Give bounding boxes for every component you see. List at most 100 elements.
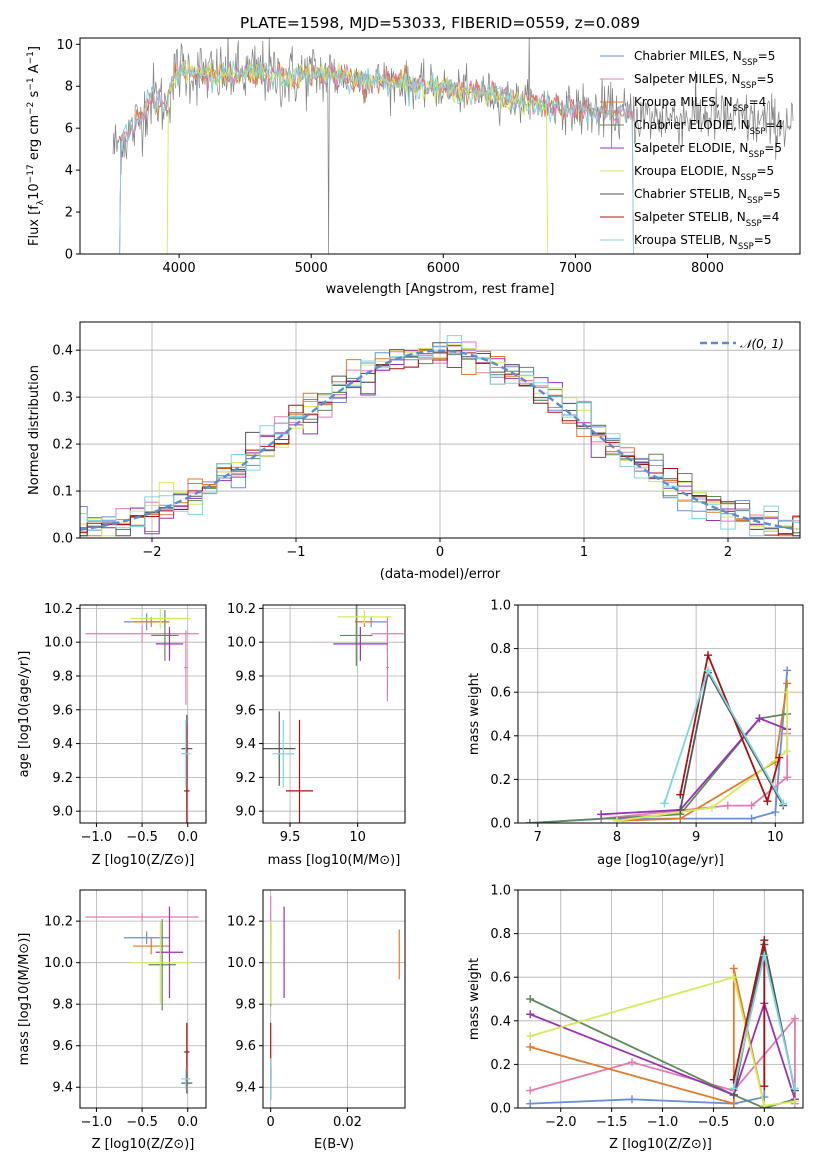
legend-label-count: =4 <box>766 118 784 132</box>
x-axis-label: E(B-V) <box>314 1137 354 1152</box>
y-tick-label: 1.0 <box>490 599 511 614</box>
mass-weight-marker <box>526 1042 535 1051</box>
mass-weight-marker <box>704 651 712 660</box>
x-axis-label: age [log10(age/yr)] <box>597 853 724 868</box>
x-tick-label: 0 <box>267 1115 275 1130</box>
legend-label: Chabrier ELODIE, NSSP=4 <box>634 118 783 137</box>
y-tick-label: 10 <box>56 38 73 53</box>
mass-weight-marker <box>704 666 712 675</box>
plot-area <box>525 651 792 823</box>
axes-frame <box>517 889 804 1109</box>
mass-weight-marker <box>783 679 792 688</box>
mass-weight-marker <box>790 1014 799 1023</box>
y-tick-label: 9.2 <box>235 771 256 786</box>
mass-weight-marker <box>790 1084 799 1093</box>
mass-weight-marker <box>723 801 732 810</box>
legend-label-name: Salpeter MILES, N <box>634 72 741 86</box>
mass-weight-marker <box>612 816 621 823</box>
mass-weight-line <box>616 692 789 822</box>
legend-label: Salpeter STELIB, NSSP=4 <box>634 210 779 229</box>
x-tick-label: 9.5 <box>280 830 301 845</box>
legend-label-count: =5 <box>763 187 781 201</box>
mass-weight-marker <box>597 810 606 819</box>
y-tick-label: 9.4 <box>235 737 256 752</box>
y-tick-label: 9.8 <box>235 998 256 1013</box>
x-tick-label: 9 <box>692 830 700 845</box>
x-tick-label: −0.5 <box>698 1115 730 1130</box>
y-axis-label: age [log10(age/yr)] <box>17 651 32 778</box>
y-axis-label: mass weight <box>467 958 482 1040</box>
normal-curve <box>80 349 798 531</box>
x-tick-label: −2 <box>142 545 161 560</box>
panel-age_vs_mass: 9.5 10 9.0 9.2 9.4 9.6 9.8 10.0 10.2 mass [log10(… <box>227 602 406 868</box>
histogram-series <box>80 341 800 537</box>
panel-residuals: −2 −1 0 1 2 0.0 0.1 0.2 0.3 0.4 (data-model)/error… <box>27 321 801 582</box>
x-tick-label: 4000 <box>163 261 196 276</box>
panel-mass_vs_Z: −1.0 −0.5 0.0 9.4 9.6 9.8 10.0 10.2 Z [log10(Z/Z… <box>17 889 207 1152</box>
y-tick-label: 9.4 <box>52 737 73 752</box>
axes-frame <box>79 889 207 1109</box>
legend-label-sub: SSP <box>747 196 763 206</box>
mass-weight-marker <box>771 808 780 817</box>
plot-area <box>263 605 404 823</box>
legend-label: Kroupa MILES, NSSP=4 <box>634 95 766 114</box>
mass-weight-marker <box>760 1082 769 1091</box>
y-tick-label: 10.0 <box>227 636 256 651</box>
y-tick-label: 4 <box>65 164 73 179</box>
legend-label: Kroupa ELODIE, NSSP=5 <box>634 164 774 183</box>
y-tick-label: 6 <box>65 122 73 137</box>
axes-frame <box>262 889 406 1109</box>
legend-label-name: Kroupa MILES, N <box>634 95 733 109</box>
mass-weight-marker <box>747 801 756 810</box>
y-tick-label: 0.8 <box>490 927 511 942</box>
x-axis-label: Z [log10(Z/Z⊙)] <box>609 1137 712 1152</box>
x-tick-label: −0.5 <box>126 830 158 845</box>
plot-area <box>80 335 800 537</box>
legend-label-sub: SSP <box>750 127 766 137</box>
mass-weight-line <box>529 1000 796 1100</box>
legend-label-name: Salpeter ELODIE, N <box>634 141 748 155</box>
y-axis-label-part: 10 <box>27 183 42 200</box>
y-tick-label: 9.8 <box>52 998 73 1013</box>
mass-weight-marker <box>525 819 534 823</box>
histogram-series <box>80 349 800 537</box>
x-axis-label: Z [log10(Z/Z⊙)] <box>92 853 195 868</box>
legend-label-sub: SSP <box>742 58 758 68</box>
y-tick-label: 9.4 <box>52 1081 73 1096</box>
x-tick-label: −1.0 <box>647 1115 679 1130</box>
x-tick-label: −1 <box>286 545 305 560</box>
x-tick-label: 5000 <box>295 261 328 276</box>
mass-weight-marker <box>628 1095 636 1104</box>
mass-weight-marker <box>747 814 756 823</box>
x-tick-label: 8000 <box>691 261 724 276</box>
legend-label: Chabrier STELIB, NSSP=5 <box>634 187 781 206</box>
y-tick-label: 10.2 <box>227 602 256 617</box>
legend-label-sub: SSP <box>733 104 749 114</box>
y-tick-label: 2 <box>65 206 73 221</box>
histogram-series <box>80 348 800 537</box>
mass-weight-line <box>529 713 788 823</box>
panel-spectrum: 4000 5000 6000 7000 8000 0 2 4 6 8 10 wavelength [A… <box>26 37 801 297</box>
x-tick-label: 10 <box>767 830 784 845</box>
mass-weight-line <box>601 717 788 816</box>
x-tick-label: 10 <box>349 830 366 845</box>
legend-label-name: Chabrier STELIB, N <box>634 187 747 201</box>
x-tick-label: 7000 <box>559 261 592 276</box>
x-tick-label: 7 <box>534 830 542 845</box>
y-axis-label-part: −1 <box>26 51 36 64</box>
y-axis-label-part: A <box>27 64 42 77</box>
model-spectrum-line <box>118 60 635 254</box>
panel-age_vs_Z: −1.0 −0.5 0.0 9.0 9.2 9.4 9.6 9.8 10.0 10.2 Z [log… <box>17 602 207 868</box>
legend-label-count: =5 <box>764 141 782 155</box>
mass-weight-marker <box>660 799 669 808</box>
y-axis-label-part: −1 <box>26 77 36 90</box>
y-axis-label: mass [log10(M/M⊙)] <box>17 933 32 1066</box>
mass-weight-line <box>679 651 781 805</box>
model-spectrum-line <box>118 62 635 254</box>
mass-weight-line <box>601 733 789 820</box>
mass-weight-marker <box>729 1099 738 1108</box>
mass-weight-marker <box>755 714 764 723</box>
mass-weight-marker <box>775 753 784 762</box>
x-tick-label: 0.0 <box>754 1115 775 1130</box>
legend-label-count: =5 <box>758 49 776 63</box>
